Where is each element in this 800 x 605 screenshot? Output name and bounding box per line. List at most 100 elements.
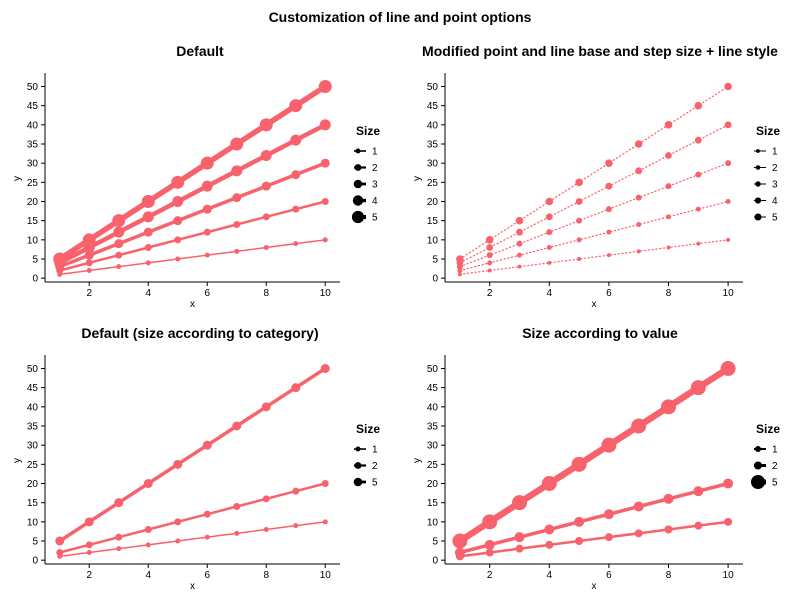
data-point — [143, 227, 153, 237]
y-tick-label: 0 — [32, 556, 38, 567]
legend-key-point — [755, 181, 761, 187]
y-tick-label: 40 — [427, 402, 439, 413]
x-axis-label: x — [190, 299, 195, 310]
legend-key-point — [755, 165, 761, 170]
data-point — [200, 156, 214, 170]
x-tick-label: 4 — [547, 288, 553, 299]
data-point — [232, 421, 242, 431]
legend-label: 2 — [772, 163, 778, 174]
data-point — [545, 197, 554, 206]
y-axis-label: y — [12, 176, 23, 181]
y-tick-label: 35 — [27, 422, 39, 433]
data-point — [85, 541, 93, 549]
y-tick-label: 5 — [32, 537, 38, 548]
data-point — [263, 245, 269, 250]
legend: Size 1 2 3 4 5 — [351, 124, 380, 224]
y-axis-label: y — [412, 176, 423, 181]
series-line-size-4 — [459, 124, 729, 264]
data-point — [661, 399, 676, 415]
series-line-size-3 — [58, 161, 327, 269]
legend-title: Size — [356, 124, 380, 138]
data-point — [575, 198, 583, 205]
legend-key-point — [754, 213, 762, 221]
y-tick-label: 15 — [427, 498, 439, 509]
x-tick-label: 4 — [145, 288, 151, 299]
series-line-size-5 — [456, 365, 732, 545]
data-point — [485, 548, 494, 557]
data-point — [289, 99, 303, 113]
x-tick-label: 10 — [723, 570, 735, 581]
data-point — [696, 241, 701, 246]
data-point — [517, 264, 522, 269]
y-tick-label: 25 — [27, 460, 39, 471]
data-point — [141, 195, 155, 208]
data-point — [724, 121, 732, 129]
y-tick-label: 0 — [32, 274, 38, 285]
data-point — [320, 158, 330, 168]
series-line-size-2 — [458, 481, 730, 555]
legend-key-point — [353, 477, 363, 487]
data-point — [485, 236, 494, 244]
series-line-size-1 — [459, 239, 729, 275]
data-point — [694, 521, 703, 530]
data-point — [116, 264, 122, 270]
data-point — [634, 529, 643, 538]
data-point — [202, 204, 212, 214]
data-point — [635, 194, 642, 201]
data-point — [576, 237, 582, 243]
data-point — [690, 380, 706, 396]
y-tick-label: 15 — [27, 216, 39, 227]
data-point — [452, 533, 468, 549]
data-point — [725, 160, 732, 167]
figure-title: Customization of line and point options — [269, 9, 532, 25]
data-point — [114, 498, 124, 508]
data-point — [631, 418, 647, 434]
data-point — [546, 245, 552, 250]
legend: Size 1 2 3 4 5 — [754, 124, 780, 224]
legend-title: Size — [356, 422, 380, 436]
data-point — [262, 213, 270, 221]
data-point — [262, 495, 270, 503]
data-point — [53, 252, 67, 266]
legend-key-point — [754, 461, 762, 470]
legend-label: 3 — [772, 180, 778, 191]
data-point — [322, 237, 328, 243]
y-tick-label: 35 — [427, 140, 439, 151]
x-tick-label: 6 — [606, 570, 612, 581]
data-point — [725, 199, 731, 204]
y-tick-label: 30 — [427, 441, 439, 452]
y-tick-label: 30 — [427, 159, 439, 170]
data-point — [577, 257, 582, 261]
panel-title: Default — [176, 43, 224, 59]
data-point — [144, 244, 152, 251]
data-point — [114, 239, 124, 249]
chart-panel-4: Size according to value05101520253035404… — [412, 325, 780, 592]
y-tick-label: 5 — [432, 255, 438, 266]
y-tick-label: 20 — [27, 479, 39, 490]
x-tick-label: 6 — [204, 570, 210, 581]
legend-label: 1 — [372, 147, 378, 158]
data-point — [546, 229, 553, 236]
legend-label: 3 — [372, 180, 378, 191]
y-tick-label: 45 — [427, 383, 439, 394]
y-tick-label: 10 — [427, 235, 439, 246]
y-tick-label: 45 — [27, 101, 39, 112]
legend-label: 1 — [372, 445, 378, 456]
data-point — [487, 268, 492, 273]
data-point — [665, 183, 672, 190]
x-axis-label: x — [190, 581, 195, 592]
panel-title: Size according to value — [522, 325, 678, 341]
legend-label: 2 — [372, 461, 378, 472]
y-tick-label: 50 — [427, 364, 439, 375]
y-tick-label: 5 — [32, 255, 38, 266]
legend-key-point — [354, 462, 362, 469]
legend-label: 4 — [372, 196, 378, 207]
data-point — [85, 259, 93, 267]
data-point — [456, 255, 464, 263]
data-point — [261, 402, 271, 412]
legend-label: 5 — [772, 478, 778, 489]
legend-key-point — [751, 475, 765, 489]
data-point — [172, 196, 184, 207]
